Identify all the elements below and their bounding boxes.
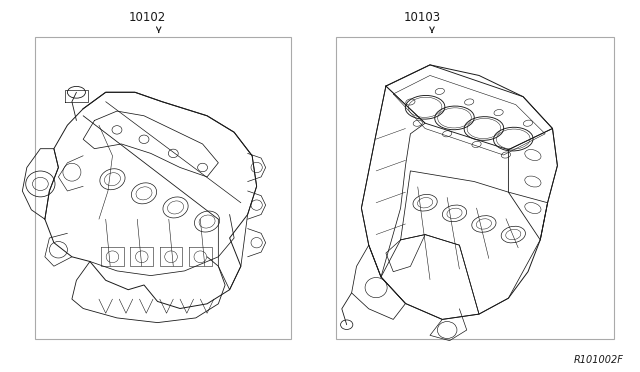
- Text: 10103: 10103: [404, 11, 441, 24]
- Bar: [35, 37, 291, 339]
- Bar: [336, 37, 614, 339]
- Text: 10102: 10102: [129, 11, 166, 24]
- Text: R101002F: R101002F: [574, 355, 624, 365]
